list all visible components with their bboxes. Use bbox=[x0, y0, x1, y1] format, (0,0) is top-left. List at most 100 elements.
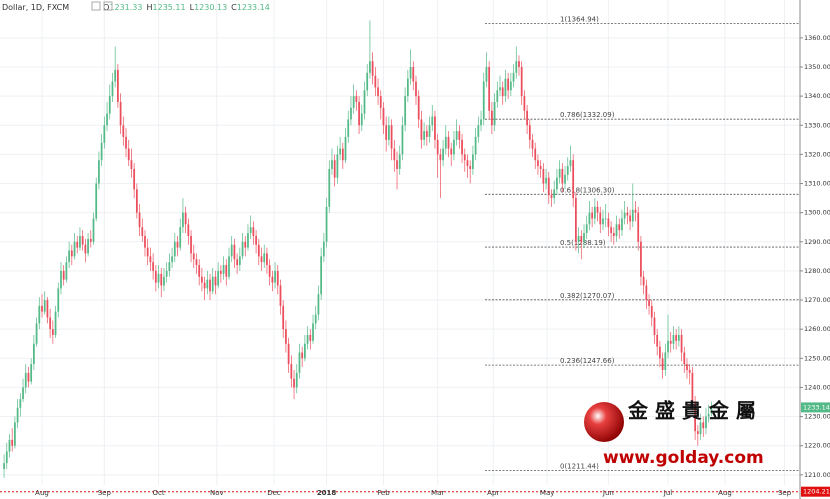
candle-body bbox=[680, 334, 683, 353]
candle-body bbox=[81, 235, 84, 245]
candle-body bbox=[103, 125, 106, 143]
candle-body bbox=[482, 81, 485, 120]
candle-body bbox=[268, 265, 271, 277]
candle-body bbox=[493, 101, 496, 126]
candle-body bbox=[360, 113, 363, 126]
candle-body bbox=[98, 160, 100, 184]
candle-body bbox=[593, 206, 596, 219]
candle-body bbox=[686, 364, 688, 370]
candle-body bbox=[634, 209, 637, 213]
y-tick-label: 1350.00 bbox=[804, 63, 830, 71]
last-price-label: 1233.14 bbox=[803, 403, 830, 411]
y-tick-label: 1210.00 bbox=[804, 471, 830, 479]
candle-body bbox=[133, 168, 136, 190]
symbol: Dollar, 1D, FXCM bbox=[2, 3, 69, 12]
candle-body bbox=[694, 401, 697, 432]
candle-body bbox=[669, 340, 672, 344]
candle-body bbox=[599, 212, 602, 225]
candle-body bbox=[347, 119, 350, 137]
candle-body bbox=[447, 136, 450, 149]
candle-body bbox=[331, 160, 333, 169]
x-tick-label: Aug bbox=[718, 489, 732, 497]
candle-body bbox=[298, 352, 301, 373]
y-tick-label: 1270.00 bbox=[804, 296, 830, 304]
y-tick-label: 1340.00 bbox=[804, 92, 830, 100]
price-line-label: 1204.21 bbox=[803, 488, 830, 496]
candle-body bbox=[236, 259, 239, 266]
candle-body bbox=[195, 259, 198, 266]
candle-body bbox=[583, 233, 585, 242]
candle-body bbox=[656, 334, 659, 347]
candle-body bbox=[501, 87, 504, 97]
candle-body bbox=[350, 107, 352, 120]
candle-body bbox=[146, 247, 149, 257]
candle-body bbox=[518, 61, 520, 67]
candle-body bbox=[672, 334, 675, 344]
l-value: 1230.13 bbox=[194, 3, 227, 12]
candle-body bbox=[648, 300, 650, 306]
candle-body bbox=[442, 148, 444, 161]
candle-body bbox=[141, 227, 144, 236]
candle-body bbox=[27, 372, 30, 382]
candle-body bbox=[173, 241, 176, 257]
candle-body bbox=[366, 72, 369, 91]
h-value: 1235.11 bbox=[153, 3, 186, 12]
candle-body bbox=[358, 101, 360, 126]
candle-body bbox=[417, 96, 420, 120]
candle-body bbox=[412, 66, 415, 82]
c-label: C bbox=[231, 3, 237, 12]
candle-body bbox=[707, 413, 710, 417]
candle-body bbox=[160, 273, 163, 286]
candle-body bbox=[612, 233, 615, 236]
candle-body bbox=[89, 238, 92, 242]
candles bbox=[3, 20, 713, 478]
candle-body bbox=[344, 136, 347, 161]
candle-body bbox=[11, 439, 14, 446]
candle-body bbox=[515, 61, 518, 73]
candle-body bbox=[8, 439, 11, 452]
candle-body bbox=[607, 218, 610, 228]
candle-body bbox=[241, 241, 244, 257]
candle-body bbox=[458, 131, 461, 140]
header-icon[interactable] bbox=[91, 1, 101, 11]
candle-body bbox=[539, 166, 542, 169]
header-icon[interactable] bbox=[103, 1, 113, 11]
candle-body bbox=[453, 139, 455, 155]
candle-body bbox=[626, 212, 629, 216]
candle-body bbox=[233, 244, 236, 260]
price-line-box bbox=[801, 486, 830, 497]
candle-body bbox=[558, 168, 561, 178]
candle-body bbox=[550, 195, 553, 199]
candle-body bbox=[198, 265, 201, 277]
candle-body bbox=[154, 270, 157, 283]
c-value: 1233.14 bbox=[237, 3, 270, 12]
fib-label: 0.618(1306.30) bbox=[560, 186, 615, 194]
candle-body bbox=[341, 148, 344, 161]
candle-body bbox=[214, 276, 217, 286]
candle-body bbox=[5, 451, 8, 464]
candle-body bbox=[352, 96, 355, 108]
candle-body bbox=[631, 209, 634, 222]
candle-body bbox=[431, 116, 434, 126]
candle-body bbox=[512, 72, 515, 82]
candle-body bbox=[461, 139, 463, 155]
candle-body bbox=[301, 352, 304, 359]
candle-body bbox=[569, 160, 572, 167]
candle-body bbox=[556, 177, 558, 190]
fibonacci: 1(1364.94) 0.786(1332.09) 0.618(1306.30) 0.… bbox=[0, 15, 800, 493]
candle-body bbox=[84, 244, 87, 254]
candle-body bbox=[306, 334, 309, 344]
l-label: L bbox=[190, 3, 195, 12]
y-tick-label: 1290.00 bbox=[804, 238, 830, 246]
candle-body bbox=[333, 160, 336, 178]
candle-body bbox=[542, 168, 545, 184]
candle-body bbox=[303, 343, 306, 359]
candle-body bbox=[369, 61, 371, 73]
candle-body bbox=[79, 235, 81, 248]
fib-label: 0.236(1247.66) bbox=[560, 357, 615, 365]
candle-body bbox=[572, 160, 575, 199]
candle-body bbox=[664, 352, 667, 370]
y-tick-label: 1260.00 bbox=[804, 325, 830, 333]
price-axis bbox=[800, 0, 830, 499]
